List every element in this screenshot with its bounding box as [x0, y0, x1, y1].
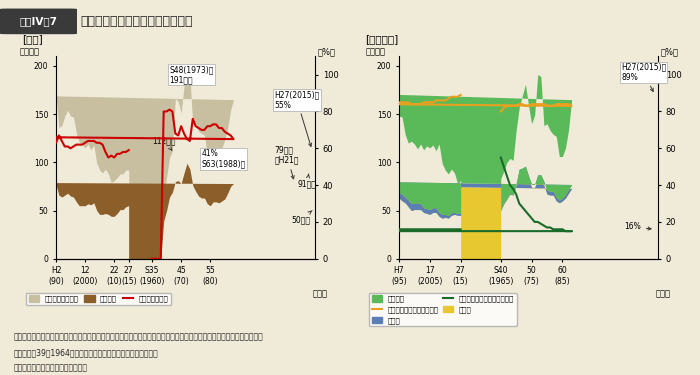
- Text: 16%: 16%: [624, 222, 651, 231]
- Text: （万戸）: （万戸）: [365, 47, 385, 56]
- Text: （年）: （年）: [313, 289, 328, 298]
- Text: （%）: （%）: [318, 47, 335, 56]
- Legend: 新設住宅着工戸数, うち木造, 木造率（右軸）: 新設住宅着工戸数, うち木造, 木造率（右軸）: [26, 292, 171, 305]
- Text: （年）: （年）: [656, 289, 671, 298]
- FancyBboxPatch shape: [0, 9, 77, 34]
- Text: 79万戸
（H21）: 79万戸 （H21）: [274, 145, 299, 179]
- Text: 新設住宅着工戸数と木造率の推移: 新設住宅着工戸数と木造率の推移: [80, 15, 193, 28]
- Text: [総数]: [総数]: [22, 34, 43, 44]
- Text: 41%
S63(1988)年: 41% S63(1988)年: [202, 149, 246, 169]
- Text: 資料IV－7: 資料IV－7: [20, 16, 57, 27]
- Text: 112万戸: 112万戸: [152, 136, 176, 150]
- Text: H27(2015)年
89%: H27(2015)年 89%: [621, 63, 666, 92]
- Text: 注１：新設住宅着工戸数は、一戸建、長屋建、共同住宅（主にマンション、アパート等）における戸数を集計したもの。: 注１：新設住宅着工戸数は、一戸建、長屋建、共同住宅（主にマンション、アパート等）…: [14, 332, 264, 341]
- Text: S48(1973)年
191万戸: S48(1973)年 191万戸: [169, 65, 214, 84]
- Text: 50万戸: 50万戸: [292, 210, 312, 224]
- Text: （%）: （%）: [661, 47, 678, 56]
- Text: ２：昭和39（1964）年以前は木造の着工戸数の統計がない。: ２：昭和39（1964）年以前は木造の着工戸数の統計がない。: [14, 348, 159, 357]
- Legend: 共同住宅, 木造率（一戸建）（右軸）, 長屋建, 木造率（共同住宅）（右軸）, 一戸建: 共同住宅, 木造率（一戸建）（右軸）, 長屋建, 木造率（共同住宅）（右軸）, …: [369, 292, 517, 326]
- Text: 91万戸: 91万戸: [298, 174, 316, 188]
- Text: 資料：国土交通省「住宅着工統計」: 資料：国土交通省「住宅着工統計」: [14, 364, 88, 373]
- Text: H27(2015)年
55%: H27(2015)年 55%: [274, 90, 319, 146]
- Text: [建て方別]: [建て方別]: [365, 34, 398, 44]
- Text: （万戸）: （万戸）: [20, 47, 40, 56]
